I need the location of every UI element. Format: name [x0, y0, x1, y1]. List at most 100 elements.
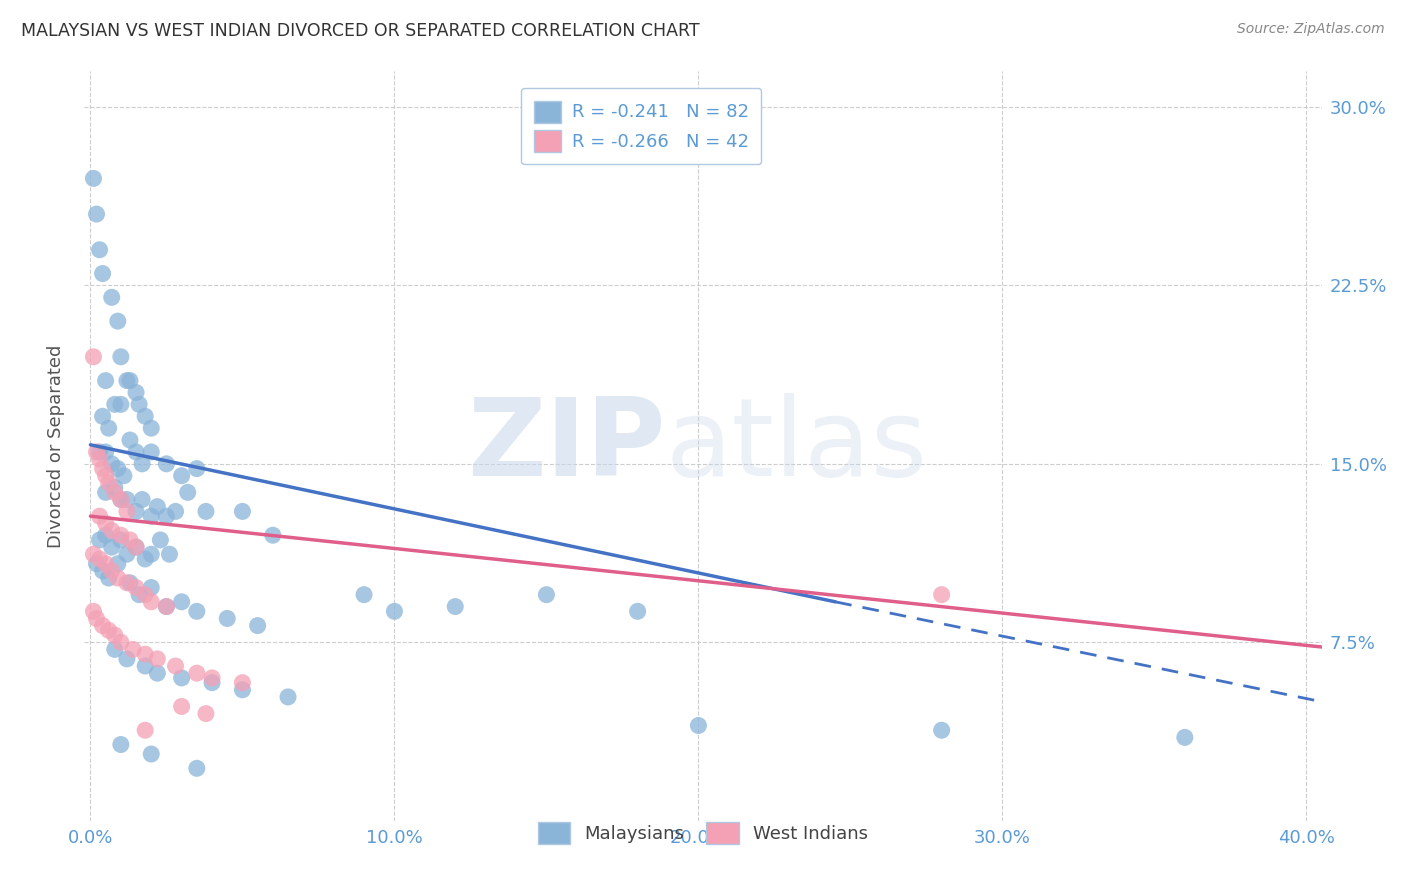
Point: [201, 671, 224, 685]
Point: [97, 624, 120, 638]
Point: [94, 485, 117, 500]
Point: [89, 552, 111, 566]
Point: [100, 524, 122, 538]
Point: [89, 243, 111, 257]
Point: [155, 599, 177, 614]
Point: [177, 485, 200, 500]
Point: [97, 571, 120, 585]
Point: [231, 675, 253, 690]
Point: [125, 504, 148, 518]
Point: [262, 528, 284, 542]
Point: [444, 599, 467, 614]
Point: [277, 690, 299, 704]
Point: [141, 747, 163, 761]
Point: [688, 718, 710, 732]
Text: MALAYSIAN VS WEST INDIAN DIVORCED OR SEPARATED CORRELATION CHART: MALAYSIAN VS WEST INDIAN DIVORCED OR SEP…: [21, 22, 700, 40]
Point: [186, 666, 208, 681]
Point: [125, 445, 148, 459]
Point: [110, 397, 132, 411]
Text: Source: ZipAtlas.com: Source: ZipAtlas.com: [1237, 22, 1385, 37]
Point: [115, 575, 138, 590]
Point: [82, 547, 104, 561]
Point: [100, 457, 122, 471]
Point: [231, 682, 253, 697]
Point: [170, 699, 193, 714]
Point: [134, 723, 156, 738]
Point: [94, 557, 117, 571]
Point: [94, 516, 117, 531]
Point: [627, 604, 650, 618]
Point: [110, 635, 132, 649]
Point: [194, 504, 217, 518]
Point: [536, 588, 558, 602]
Point: [194, 706, 217, 721]
Point: [91, 564, 114, 578]
Point: [201, 675, 224, 690]
Point: [107, 571, 129, 585]
Y-axis label: Divorced or Separated: Divorced or Separated: [46, 344, 65, 548]
Point: [155, 599, 177, 614]
Point: [94, 528, 117, 542]
Point: [931, 723, 953, 738]
Point: [122, 642, 145, 657]
Point: [89, 509, 111, 524]
Point: [246, 618, 269, 632]
Point: [89, 445, 111, 459]
Point: [89, 533, 111, 547]
Point: [353, 588, 375, 602]
Point: [384, 604, 406, 618]
Point: [91, 618, 114, 632]
Point: [91, 267, 114, 281]
Point: [125, 581, 148, 595]
Point: [125, 540, 148, 554]
Point: [134, 552, 156, 566]
Point: [170, 468, 193, 483]
Point: [170, 671, 193, 685]
Point: [118, 575, 141, 590]
Point: [186, 461, 208, 475]
Point: [134, 647, 156, 661]
Point: [125, 540, 148, 554]
Text: ZIP: ZIP: [467, 393, 666, 499]
Point: [91, 409, 114, 424]
Point: [94, 468, 117, 483]
Point: [97, 421, 120, 435]
Point: [82, 604, 104, 618]
Point: [134, 659, 156, 673]
Point: [94, 445, 117, 459]
Point: [100, 540, 122, 554]
Text: atlas: atlas: [666, 393, 928, 499]
Point: [115, 492, 138, 507]
Point: [110, 492, 132, 507]
Point: [146, 652, 169, 666]
Point: [155, 457, 177, 471]
Point: [115, 374, 138, 388]
Point: [97, 475, 120, 490]
Point: [118, 374, 141, 388]
Point: [141, 547, 163, 561]
Point: [104, 485, 127, 500]
Point: [107, 461, 129, 475]
Point: [165, 504, 187, 518]
Point: [104, 481, 127, 495]
Point: [104, 397, 127, 411]
Point: [134, 409, 156, 424]
Point: [1174, 731, 1197, 745]
Point: [115, 504, 138, 518]
Point: [186, 761, 208, 775]
Point: [128, 588, 150, 602]
Point: [115, 547, 138, 561]
Point: [131, 457, 153, 471]
Point: [86, 207, 108, 221]
Point: [165, 659, 187, 673]
Point: [141, 509, 163, 524]
Point: [118, 433, 141, 447]
Point: [100, 564, 122, 578]
Point: [118, 533, 141, 547]
Point: [107, 314, 129, 328]
Point: [110, 492, 132, 507]
Point: [104, 642, 127, 657]
Point: [100, 290, 122, 304]
Point: [91, 461, 114, 475]
Point: [128, 397, 150, 411]
